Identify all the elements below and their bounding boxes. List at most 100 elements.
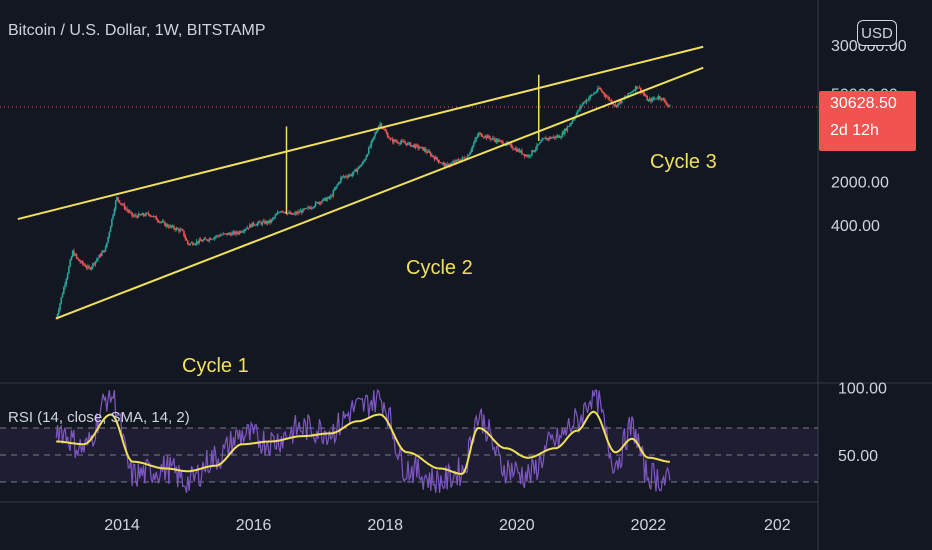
candle-body <box>500 140 503 142</box>
candle-body <box>269 220 271 223</box>
candle-body <box>478 133 480 136</box>
candle-body <box>345 176 347 178</box>
candle-body <box>441 162 443 164</box>
candle-body <box>560 137 562 139</box>
candle-body <box>171 225 174 227</box>
rsi-title: RSI (14, close, SMA, 14, 2) <box>8 409 190 426</box>
candle-body <box>92 263 94 267</box>
candle-body <box>375 131 378 134</box>
candle-body <box>150 215 152 217</box>
candle-body <box>97 258 99 260</box>
candle-body <box>312 207 314 209</box>
candle-body <box>417 145 419 149</box>
candle-body <box>185 238 188 241</box>
candle-body <box>603 92 605 95</box>
candle-body <box>437 159 440 163</box>
candle-body <box>255 225 257 226</box>
candle-body <box>484 135 486 138</box>
candle-body <box>337 182 340 185</box>
candle-body <box>502 141 504 145</box>
candle-body <box>114 200 117 210</box>
candle-body <box>76 257 79 260</box>
candle-body <box>436 157 438 160</box>
candle-body <box>200 240 203 242</box>
candle-body <box>237 233 240 235</box>
candle-body <box>481 136 484 138</box>
candle-body <box>638 87 641 89</box>
candle-body <box>355 169 357 172</box>
candle-body <box>271 218 274 220</box>
candle-body <box>483 136 485 138</box>
candle-body <box>423 148 426 151</box>
candle-body <box>165 224 168 227</box>
candle-body <box>327 196 330 199</box>
candle-body <box>211 239 213 240</box>
candle-body <box>528 155 531 157</box>
candle-body <box>157 220 160 223</box>
candle-body <box>136 216 138 218</box>
candle-body <box>318 201 321 204</box>
candle-body <box>69 260 71 267</box>
candle-body <box>604 94 607 97</box>
candle-body <box>133 215 136 217</box>
candle-body <box>374 133 376 137</box>
candle-body <box>571 120 574 123</box>
candle-body <box>193 244 195 246</box>
candle-body <box>661 98 664 100</box>
candle-body <box>73 250 75 256</box>
candle-body <box>107 236 109 243</box>
candle-body <box>218 235 221 237</box>
candle-body <box>536 144 538 149</box>
candle-body <box>247 227 250 229</box>
candle-body <box>453 161 456 163</box>
candle-body <box>475 137 478 140</box>
candle-body <box>317 202 319 204</box>
candle-body <box>297 211 299 214</box>
candle-body <box>405 143 408 146</box>
candle-body <box>168 226 170 228</box>
candle-body <box>241 231 244 233</box>
candle-body <box>181 229 184 231</box>
candle-body <box>421 146 423 148</box>
candle-body <box>541 139 543 142</box>
candle-body <box>498 140 500 142</box>
candle-body <box>71 250 74 257</box>
candle-body <box>418 148 421 149</box>
candle-body <box>332 190 335 197</box>
candle-body <box>112 214 114 219</box>
candle-body <box>246 227 249 230</box>
candle-body <box>523 153 526 157</box>
candle-body <box>485 135 488 139</box>
candle-body <box>264 220 266 224</box>
candle-body <box>570 122 573 125</box>
candle-body <box>658 96 661 99</box>
candle-body <box>307 207 309 209</box>
candle-body <box>174 228 176 230</box>
candle-body <box>567 126 570 127</box>
candle-body <box>646 95 648 101</box>
candle-body <box>87 266 89 268</box>
candle-body <box>631 91 633 93</box>
candle-body <box>414 144 417 148</box>
rsi-tick-label: 50.00 <box>838 448 878 465</box>
candle-body <box>99 254 102 257</box>
candle-body <box>615 105 618 107</box>
candle-body <box>190 242 193 244</box>
candle-body <box>331 195 333 197</box>
candle-body <box>433 157 436 160</box>
candle-body <box>137 213 140 218</box>
candle-body <box>232 231 235 233</box>
candle-body <box>542 138 545 140</box>
candle-body <box>404 142 407 144</box>
candle-body <box>593 93 595 95</box>
candle-body <box>352 171 355 175</box>
candle-body <box>140 214 142 216</box>
candle-body <box>585 99 588 103</box>
currency-button[interactable]: USD <box>857 20 897 46</box>
candle-body <box>564 128 566 135</box>
candle-body <box>435 157 437 160</box>
candle-body <box>469 152 471 156</box>
candle-body <box>324 197 327 201</box>
candle-body <box>100 252 103 257</box>
candle-body <box>656 98 659 100</box>
